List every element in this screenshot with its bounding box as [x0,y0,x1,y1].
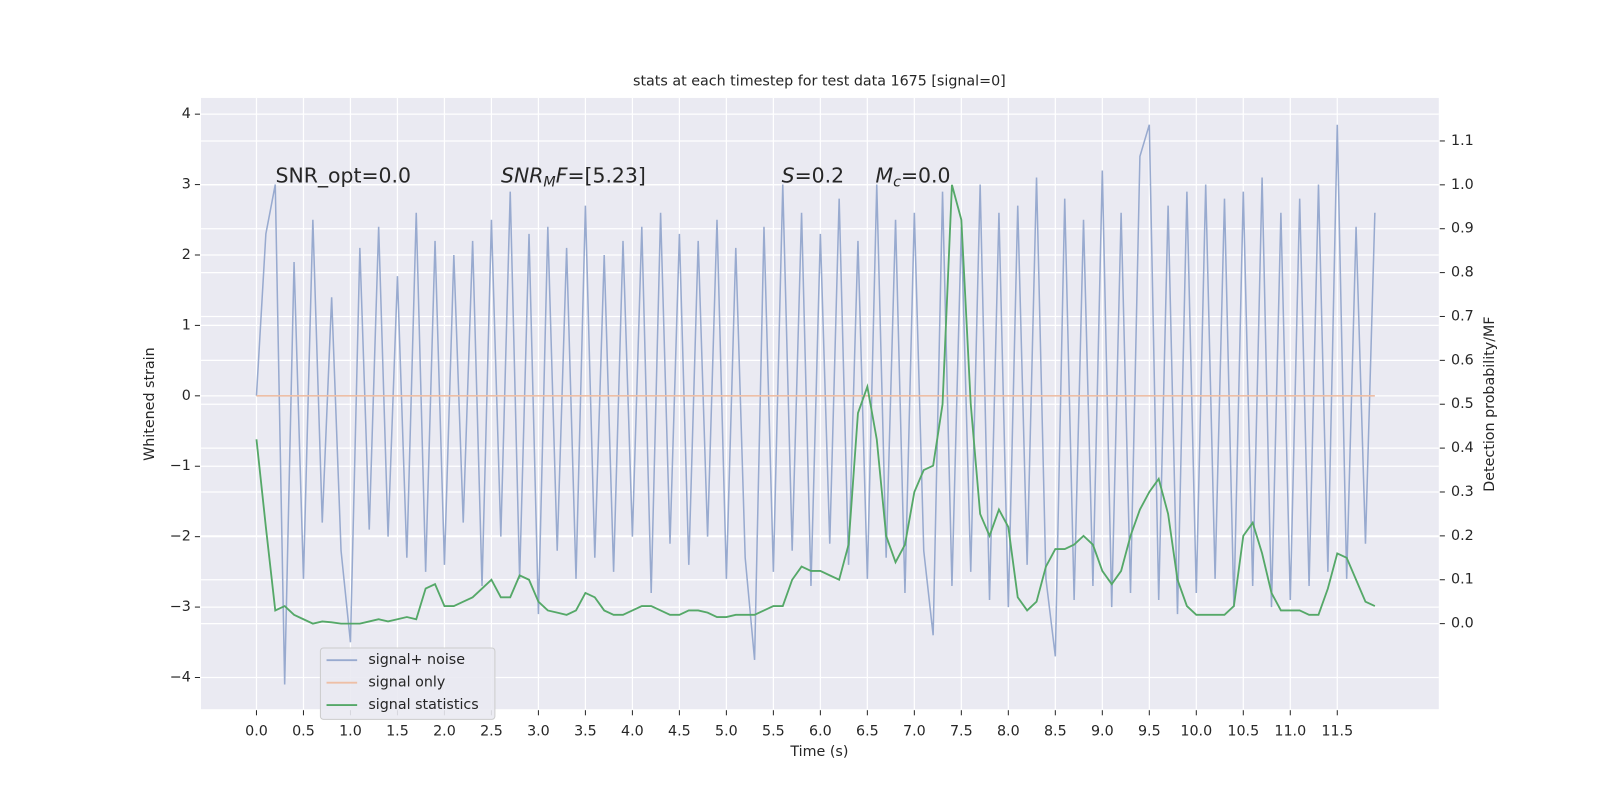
y2-tick-label: 1.1 [1451,133,1474,149]
y-tick-label: 2 [182,247,191,263]
y2-tick-label: 0.8 [1451,265,1474,281]
chart-title: stats at each timestep for test data 167… [633,74,1006,90]
x-tick-label: 3.0 [527,724,550,740]
y-tick-label: 4 [182,106,191,122]
x-tick-label: 11.0 [1274,724,1306,740]
annotation-part: F [556,164,568,188]
annotation: SNR_opt=0.0 [276,164,412,189]
x-tick-label: 1.5 [386,724,409,740]
annotation: S=0.2 [782,164,844,188]
x-tick-label: 5.5 [762,724,785,740]
x-tick-label: 8.0 [997,724,1020,740]
x-tick-label: 6.5 [856,724,879,740]
y-tick-label: 1 [182,317,191,333]
legend-label: signal statistics [368,697,478,713]
x-tick-label: 9.5 [1138,724,1161,740]
y2-axis-label: Detection probability/MF [1482,316,1498,491]
y2-tick-label: 0.4 [1451,440,1474,456]
y2-tick-label: 0.1 [1451,572,1474,588]
y-tick-label: 0 [182,388,191,404]
x-tick-label: 6.0 [809,724,832,740]
y2-tick-label: 0.5 [1451,396,1474,412]
x-tick-label: 1.0 [339,724,362,740]
annotation-part: SNR [501,164,543,188]
y-tick-label: −1 [170,458,191,474]
annotation: Mc=0.0 [876,164,951,191]
series-line [255,124,1376,685]
x-tick-label: 11.5 [1321,724,1353,740]
legend-label: signal+ noise [368,652,465,668]
annotation-part: c [893,175,901,191]
x-tick-label: 4.0 [621,724,644,740]
x-tick-label: 5.0 [715,724,738,740]
x-tick-label: 4.5 [668,724,691,740]
annotation-part: S [782,164,795,188]
annotation: SNRMF=[5.23] [501,164,646,191]
annotation-part: =[5.23] [567,164,645,188]
x-tick-label: 7.0 [903,724,926,740]
annotation-part: M [876,164,894,188]
legend-box [319,647,496,720]
annotation-part: M [543,175,555,191]
y-axis-label: Whitened strain [142,347,158,461]
annotation-part: =0.2 [795,164,845,188]
x-tick-label: 10.0 [1180,724,1212,740]
y2-tick-label: 1.0 [1451,177,1474,193]
y-tick-label: 3 [182,177,191,193]
legend-label: signal only [368,675,445,691]
y2-tick-label: 0.9 [1451,221,1474,237]
series-line [255,184,1376,625]
x-tick-label: 0.5 [292,724,315,740]
y-tick-label: −4 [170,669,191,685]
y2-tick-label: 0.3 [1451,484,1474,500]
y2-tick-label: 0.2 [1451,528,1474,544]
annotation-part: =0.0 [901,164,951,188]
y2-tick-label: 0.7 [1451,308,1474,324]
x-tick-label: 9.0 [1091,724,1114,740]
y-tick-label: −2 [170,529,191,545]
x-tick-label: 10.5 [1227,724,1259,740]
x-tick-label: 3.5 [574,724,597,740]
x-tick-label: 7.5 [950,724,973,740]
x-tick-label: 2.5 [480,724,503,740]
x-tick-label: 0.0 [245,724,268,740]
y2-tick-label: 0.6 [1451,352,1474,368]
y-tick-label: −3 [170,599,191,615]
x-axis-label: Time (s) [789,744,848,760]
x-tick-label: 2.0 [433,724,456,740]
y2-tick-label: 0.0 [1451,616,1474,632]
x-tick-label: 8.5 [1044,724,1067,740]
